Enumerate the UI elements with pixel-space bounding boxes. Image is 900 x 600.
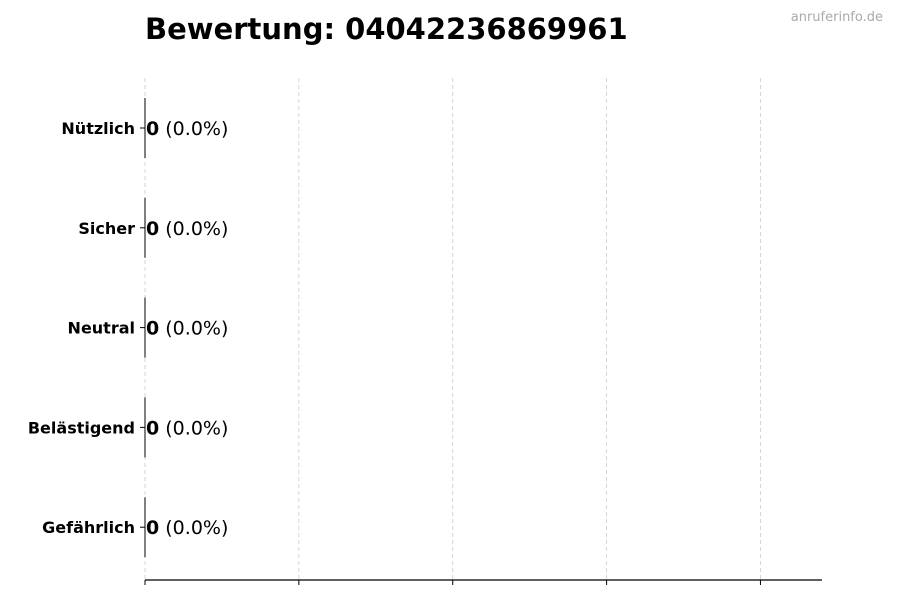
data-label: 0 (0.0%) [146, 318, 228, 340]
data-label-count: 0 [146, 517, 159, 539]
data-label: 0 (0.0%) [146, 118, 228, 140]
y-tick-label: Belästigend [28, 418, 135, 437]
y-tick-label: Sicher [78, 219, 135, 238]
chart-title: Bewertung: 04042236869961 [145, 12, 628, 46]
y-tick-label: Nützlich [61, 119, 135, 138]
data-label-percent: (0.0%) [159, 417, 228, 439]
data-label: 0 (0.0%) [146, 218, 228, 240]
data-label: 0 (0.0%) [146, 417, 228, 439]
data-label-percent: (0.0%) [159, 218, 228, 240]
data-label-count: 0 [146, 218, 159, 240]
watermark: anruferinfo.de [790, 10, 883, 25]
data-label-count: 0 [146, 417, 159, 439]
data-label-percent: (0.0%) [159, 517, 228, 539]
data-label-count: 0 [146, 318, 159, 340]
y-tick-label: Gefährlich [42, 518, 135, 537]
data-label-percent: (0.0%) [159, 118, 228, 140]
data-label-count: 0 [146, 118, 159, 140]
data-label-percent: (0.0%) [159, 318, 228, 340]
data-label: 0 (0.0%) [146, 517, 228, 539]
y-tick-label: Neutral [68, 319, 135, 338]
